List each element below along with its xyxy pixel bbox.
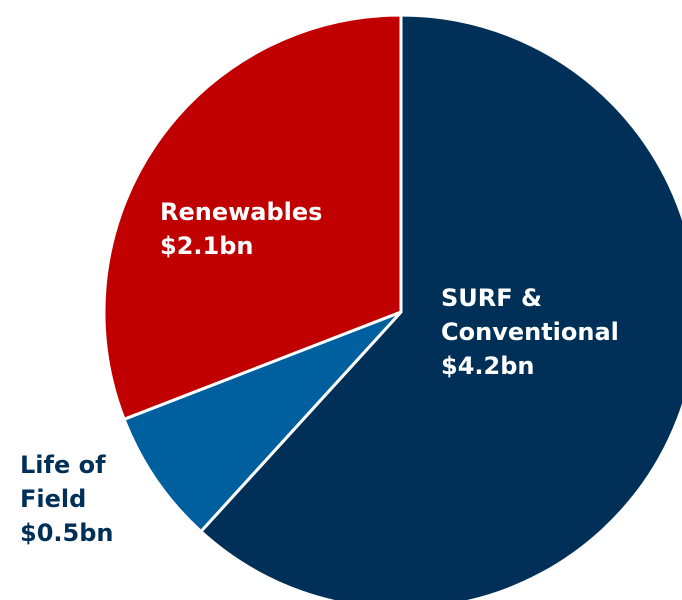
category-label: SURF & Conventional bbox=[441, 284, 619, 346]
value-label: $4.2bn bbox=[441, 352, 535, 380]
pie-slice bbox=[102, 13, 403, 421]
slice-label: SURF & Conventional $4.2bn bbox=[441, 281, 676, 383]
pie-slice bbox=[122, 310, 403, 533]
category-label: Renewables bbox=[160, 198, 323, 226]
pie-slice bbox=[199, 13, 682, 600]
slice-label: Life of Field $0.5bn bbox=[20, 448, 130, 550]
value-label: $2.1bn bbox=[160, 232, 254, 260]
value-label: $0.5bn bbox=[20, 519, 114, 547]
slice-label: Renewables $2.1bn bbox=[160, 195, 390, 263]
category-label: Life of Field bbox=[20, 451, 106, 513]
